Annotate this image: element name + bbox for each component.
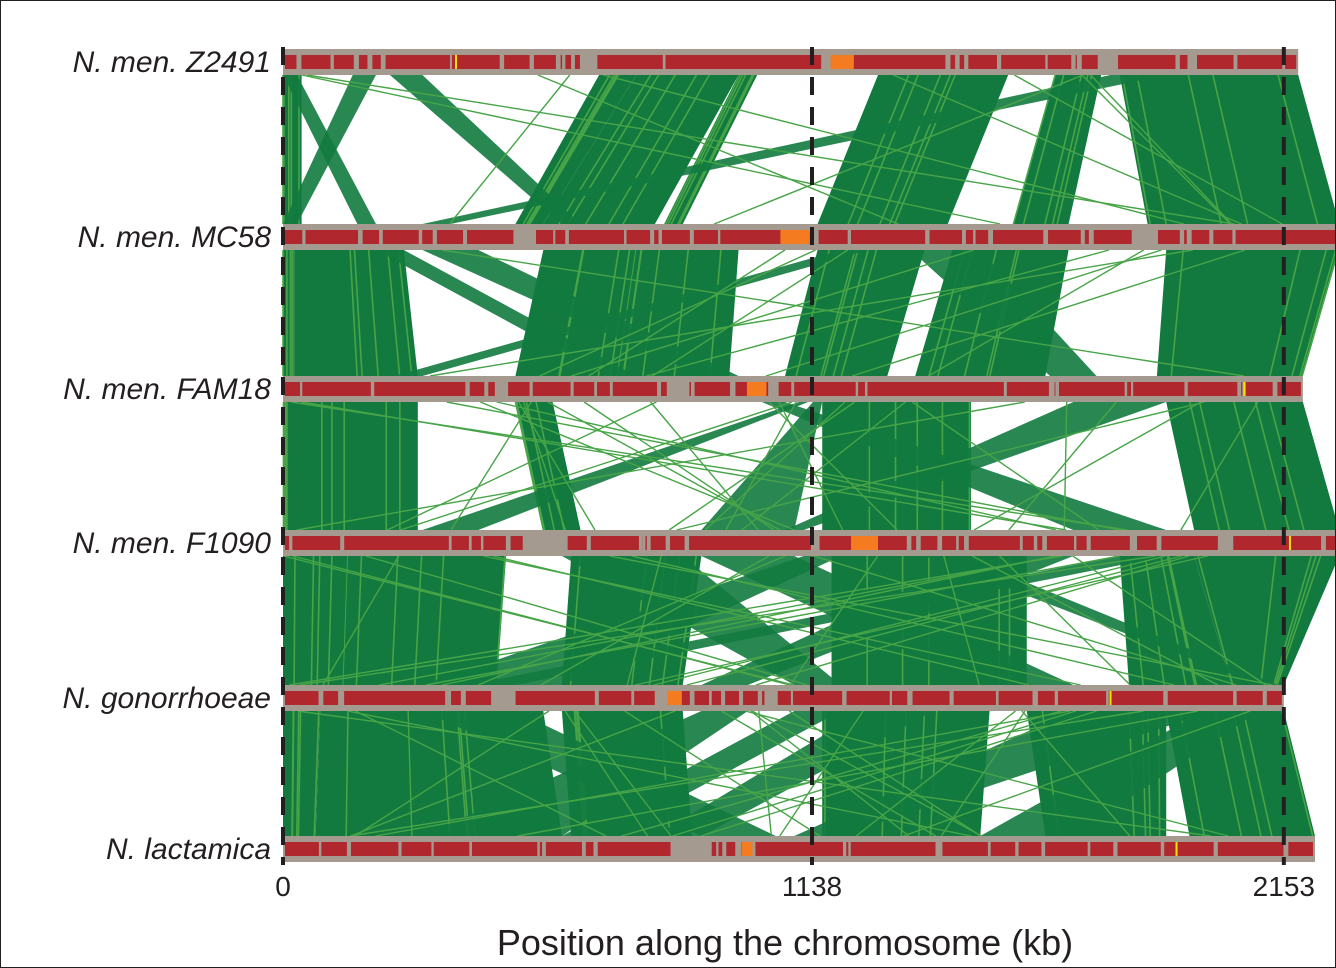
genome-label: N. men. F1090	[73, 527, 272, 560]
tick-label: 0	[275, 871, 291, 902]
highlight-segment	[746, 382, 767, 396]
genome-label: N. lactamica	[106, 833, 271, 866]
marker	[454, 55, 457, 69]
genome-label: N. men. Z2491	[73, 46, 271, 79]
axis-ticks: 0 1138 2153	[275, 871, 1315, 902]
highlight-segment	[830, 55, 854, 69]
highlight-segment	[667, 691, 682, 705]
marker	[1175, 842, 1178, 856]
marker	[1288, 536, 1291, 550]
highlight-segment	[780, 230, 810, 244]
tick-label: 2153	[1253, 871, 1315, 902]
genome-labels: N. men. Z2491 N. men. MC58 N. men. FAM18 N.…	[63, 46, 272, 866]
genome-tracks	[283, 49, 1335, 862]
synteny-ribbons	[282, 74, 1335, 837]
genome-label: N. men. FAM18	[63, 373, 271, 406]
guide-lines	[281, 47, 1286, 865]
highlight-segment	[741, 842, 753, 856]
marker	[1109, 691, 1112, 705]
tick-label: 1138	[782, 871, 842, 902]
marker	[1243, 382, 1246, 396]
genome-label: N. gonorrhoeae	[63, 682, 271, 715]
x-axis-title: Position along the chromosome (kb)	[497, 922, 1073, 963]
genome-label: N. men. MC58	[78, 221, 272, 254]
highlight-segment	[851, 536, 879, 550]
